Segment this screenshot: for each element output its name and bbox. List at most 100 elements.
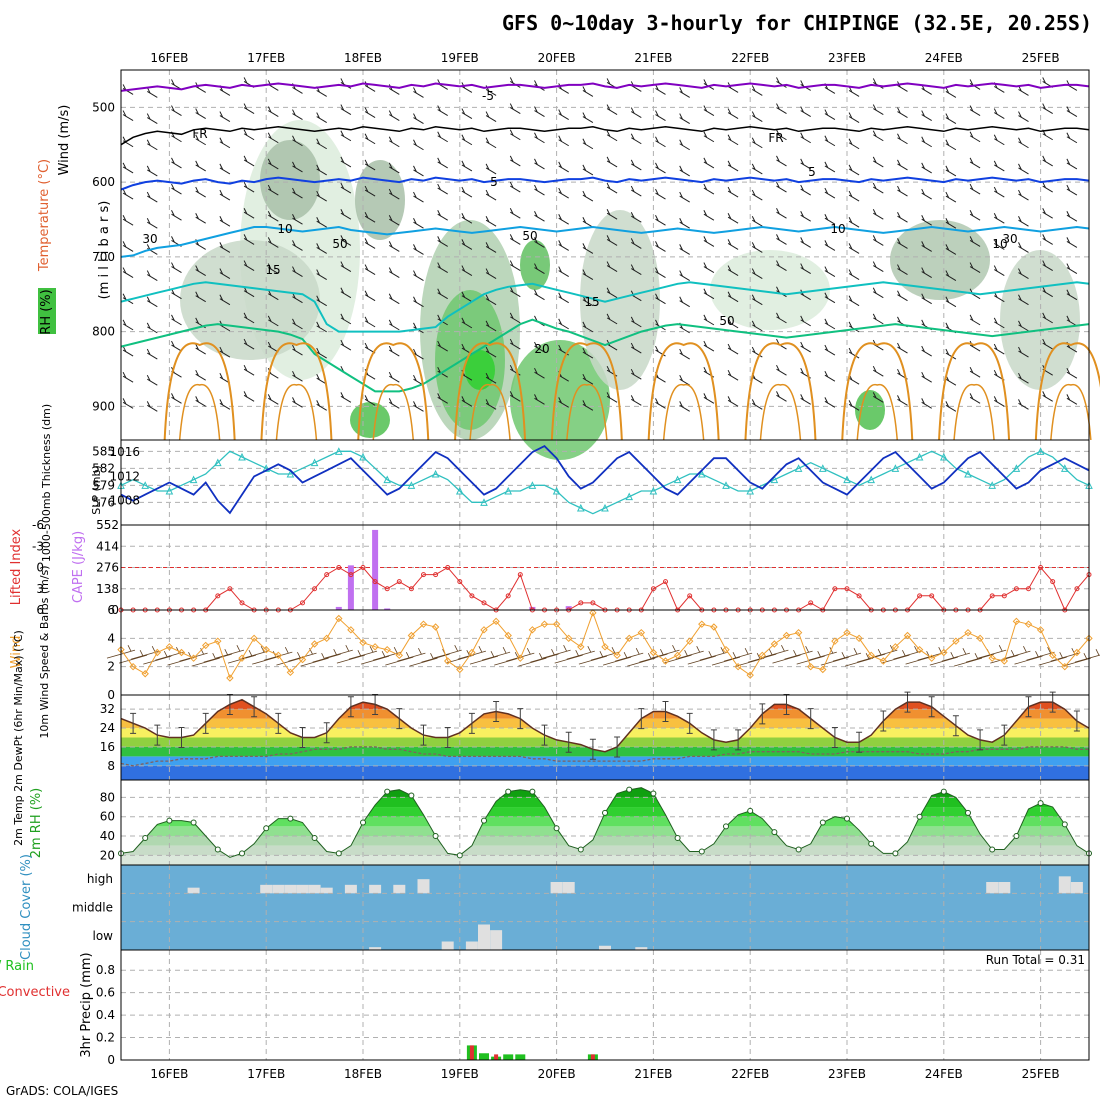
wind-barb [921,345,932,357]
rh-point [602,809,608,816]
precip-bar [515,1054,526,1060]
wind-barb [945,139,957,151]
wind-barb [485,163,497,175]
rh-point [650,790,657,797]
wind-barb [485,137,497,149]
thickness-point [843,475,851,484]
wind-barb [723,647,753,662]
wind-barb [655,110,666,122]
wind-barb [848,400,860,411]
wind-barb [300,652,329,667]
wind-barb [558,397,569,408]
thickness-point [649,486,658,495]
wind-barb [388,267,400,278]
isotherm-line [120,176,1090,191]
wind-barb [824,292,836,304]
wind-barb [969,105,981,117]
wind-speed-point [371,643,379,651]
thickness-point [286,469,295,478]
wind-barb [897,290,908,302]
rh-point [408,792,415,799]
rh-point [747,807,754,814]
y-tick-label: 0 [107,688,115,702]
wind-barb [243,155,255,167]
wind-barb [727,186,739,198]
lifted-index-point [1013,586,1019,592]
wind-speed-point [903,631,912,640]
wind-barb [784,645,813,660]
minmax-bar [856,731,863,753]
wind-speed-point [625,634,633,643]
thickness-point [891,464,900,472]
wind-barb [340,339,352,351]
wind-barb [461,265,473,276]
wind-barb [969,393,981,404]
lifted-index-point [215,593,221,599]
wind-barb [316,269,327,280]
wind-barb [1018,189,1029,201]
slp-tick-label: 1012 [109,469,140,483]
isotherm-25 [744,342,817,441]
minmax-bar [1025,696,1032,718]
wind-barb [703,340,715,352]
wind-barb [316,138,327,150]
rh-point [360,819,366,826]
wind-barb [243,181,255,193]
wind-speed-point [613,651,621,660]
rh-point [674,834,681,841]
lifted-index-point [372,579,378,585]
thickness-point [794,464,803,472]
wind-barb [872,313,884,325]
wind-barb [316,190,327,202]
wind-barb [655,293,666,305]
x-tick-label-bottom: 22FEB [731,1067,769,1081]
thickness-point [383,475,392,484]
wind-barb [292,318,303,330]
wind-barb [437,210,448,221]
wind-barb [776,77,787,88]
lifted-index-point [663,579,668,585]
wind-barb [655,345,666,357]
rh-fill [855,390,885,430]
minmax-bar [928,696,935,718]
wind-barb [340,130,352,142]
wind-barb [243,338,255,350]
lifted-index-point [396,579,402,585]
rh-point [940,788,947,795]
ylabel-wind: Wind (m/s) [57,105,72,176]
wind-barb [776,312,787,324]
wind-speed-point [964,628,972,637]
rh-point [335,850,342,857]
wind-barb [461,134,473,146]
wind-barb [1042,208,1053,219]
thickness-point [407,481,416,489]
contour-label: FR [192,127,207,141]
wind-barb [800,341,811,353]
wind-barb [872,209,884,220]
wind-barb [122,267,134,278]
wind-speed-point [722,645,730,654]
wind-barb [848,112,860,124]
wind-barb [509,260,521,271]
wind-barb [699,646,729,661]
cloud-bar [417,879,430,894]
wind-barb [340,313,352,325]
wind-barb [703,262,715,273]
y-tick-label: 0 [107,1053,115,1067]
wind-barb [461,291,473,303]
wind-barb [751,189,763,201]
x-tick-label-top: 20FEB [538,51,576,65]
wind-barb [1018,372,1029,384]
cape-tick-label: 0 [111,603,119,617]
rh-point [529,788,536,795]
cloud-bar [296,884,309,894]
wind-speed-point [1061,662,1069,671]
lifted-index-point [312,586,318,592]
wind-speed-point [189,654,198,662]
cloud-tick-label: low [93,929,114,943]
wind-speed-point [843,628,851,637]
thickness-point [1012,464,1021,472]
y-tick-label: 579 [92,478,115,492]
wind-speed-point [492,617,500,626]
